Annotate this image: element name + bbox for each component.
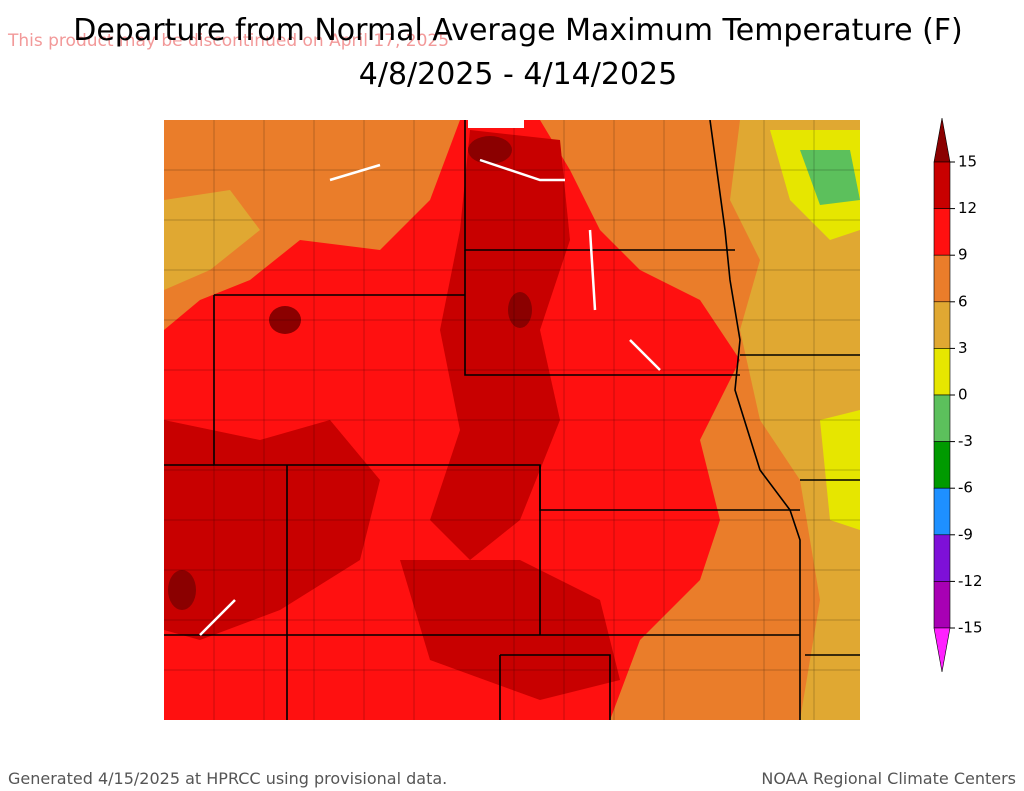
colorbar-tick-label: 3: [958, 339, 968, 357]
colorbar-tick-label: 0: [958, 386, 968, 404]
colorbar-tick-label: -6: [958, 479, 973, 497]
colorbar-segment: [933, 394, 951, 442]
colorbar-segment: [933, 581, 951, 629]
colorbar-tick-label: -15: [958, 619, 983, 637]
colorbar-tick-label: 6: [958, 292, 968, 310]
colorbar: 15 12 9 6 3 0 -3 -6 -9 -12 -15: [933, 117, 983, 673]
colorbar-segment: [933, 534, 951, 582]
colorbar-arrow: [933, 117, 951, 163]
footer-right: NOAA Regional Climate Centers: [761, 769, 1016, 788]
map: [164, 120, 860, 720]
title-line: Departure from Normal Average Maximum Te…: [73, 13, 963, 48]
colorbar-tick-label: -3: [958, 432, 973, 450]
watermark: This product may be discontinued on Apri…: [7, 31, 449, 51]
title-line: 4/8/2025 - 4/14/2025: [359, 57, 677, 92]
colorbar-segment: [933, 254, 951, 303]
colorbar-segment: [933, 301, 951, 349]
colorbar-tick-label: 12: [958, 199, 977, 217]
colorbar-tick-label: 9: [958, 246, 968, 264]
colorbar-arrow: [933, 627, 951, 673]
footer-left: Generated 4/15/2025 at HPRCC using provi…: [8, 769, 447, 788]
colorbar-tick-label: 15: [958, 153, 977, 171]
colorbar-tick-label: -9: [958, 525, 973, 543]
colorbar-segment: [933, 161, 951, 209]
colorbar-tick-label: -12: [958, 572, 983, 590]
colorbar-segment: [933, 487, 951, 536]
colorbar-segment: [933, 441, 951, 489]
colorbar-segment: [933, 208, 951, 256]
colorbar-segment: [933, 348, 951, 396]
